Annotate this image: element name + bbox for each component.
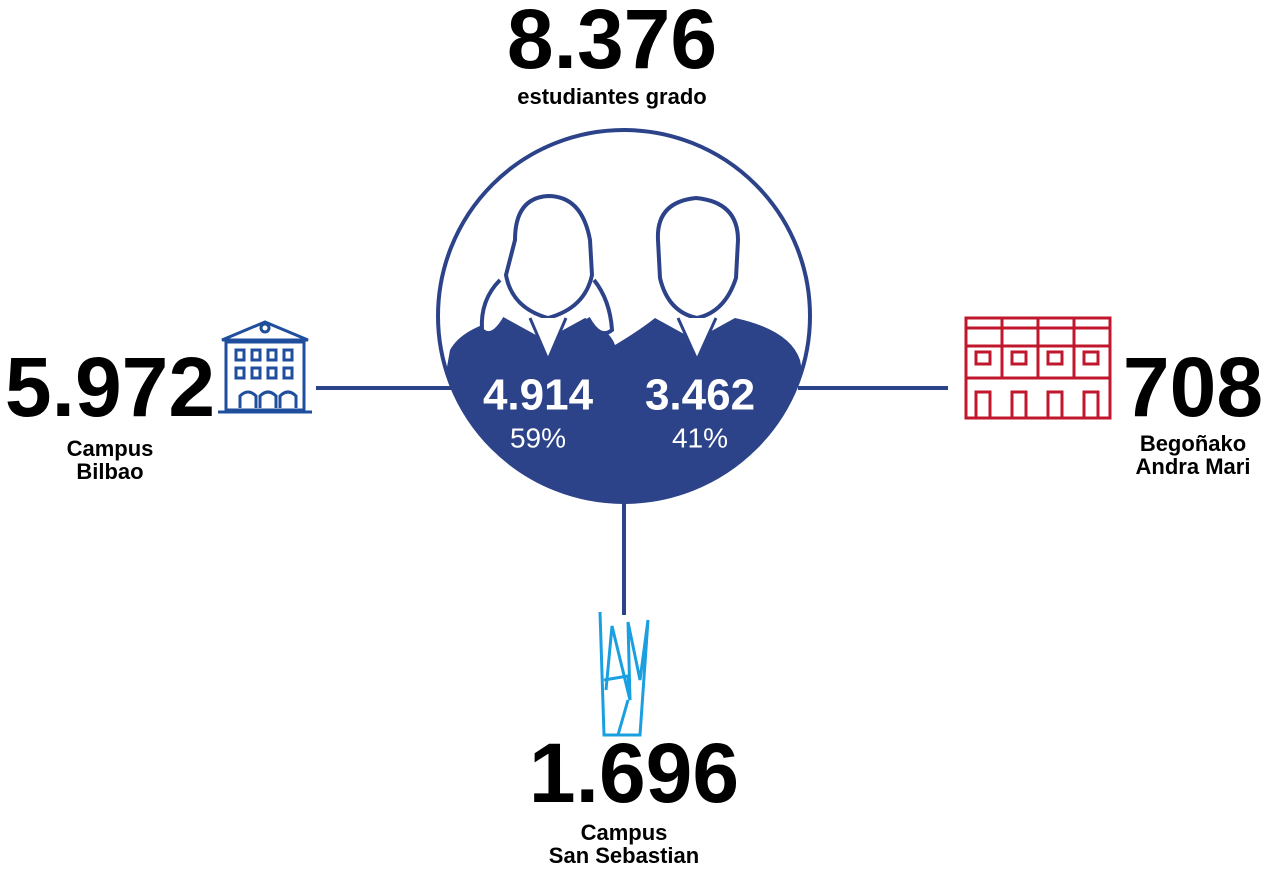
men-value: 3.462 — [645, 371, 755, 420]
campus-label: Andra Mari — [1136, 454, 1251, 479]
campus-label: Campus — [581, 820, 668, 845]
bilbao-icon — [218, 322, 312, 412]
campus-value: 5.972 — [5, 340, 215, 434]
campus-label: Begoñako — [1140, 431, 1246, 456]
total-label: estudiantes grado — [517, 84, 706, 109]
campus-value: 708 — [1123, 340, 1263, 434]
san-sebastian-icon — [600, 612, 648, 735]
people-icon — [420, 130, 830, 520]
andra-mari-icon — [966, 318, 1110, 418]
total-value: 8.376 — [507, 0, 717, 86]
campus-value: 1.696 — [529, 726, 739, 820]
men-percent: 41% — [672, 422, 728, 453]
infographic: 4.914 59% 3.462 41% 8.376 estudiantes gr… — [0, 0, 1269, 870]
campus-label: San Sebastian — [549, 843, 699, 868]
campus-label: Bilbao — [76, 459, 143, 484]
women-percent: 59% — [510, 422, 566, 453]
women-value: 4.914 — [483, 371, 594, 420]
campus-label: Campus — [67, 436, 154, 461]
